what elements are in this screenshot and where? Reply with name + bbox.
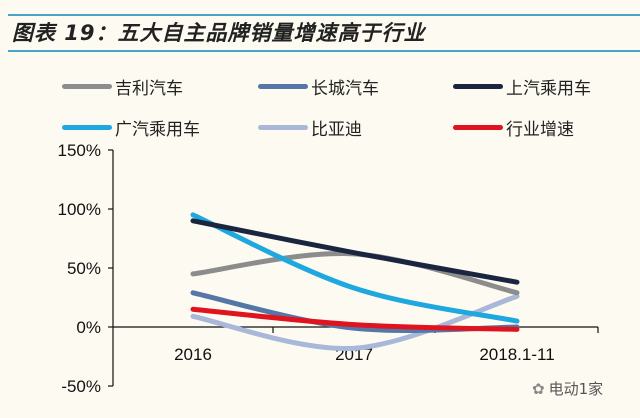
legend-label: 长城汽车 xyxy=(311,79,379,99)
wechat-icon: ✿ xyxy=(532,379,545,398)
legend-item: 长城汽车 xyxy=(258,74,379,99)
x-tick-label: 2016 xyxy=(174,345,212,364)
legend-swatch xyxy=(62,125,112,130)
legend-swatch xyxy=(258,84,308,89)
series-line-5 xyxy=(190,306,520,332)
title-rule-top xyxy=(8,14,640,16)
legend-label: 行业增速 xyxy=(506,120,574,140)
y-tick-label: 150% xyxy=(58,141,101,160)
legend-swatch xyxy=(62,84,112,89)
series-line-3 xyxy=(190,212,520,324)
title-rule-bottom xyxy=(8,50,640,52)
watermark-text: 电动1家 xyxy=(548,380,604,398)
legend-item: 广汽乘用车 xyxy=(62,115,200,140)
legend-swatch xyxy=(453,84,503,89)
y-tick-label: 50% xyxy=(67,259,101,278)
chart-title: 图表 19：五大自主品牌销量增速高于行业 xyxy=(12,21,426,45)
series-line-4 xyxy=(190,293,520,351)
y-tick-label: 0% xyxy=(76,318,101,337)
legend-label: 上汽乘用车 xyxy=(506,79,591,99)
legend-swatch xyxy=(453,125,503,130)
legend-item: 吉利汽车 xyxy=(62,74,183,99)
y-tick-label: -50% xyxy=(61,377,101,396)
legend-label: 比亚迪 xyxy=(311,120,362,140)
legend-label: 吉利汽车 xyxy=(115,79,183,99)
watermark: ✿ 电动1家 xyxy=(532,378,603,399)
y-tick-label: 100% xyxy=(58,200,101,219)
legend-item: 行业增速 xyxy=(453,115,574,140)
legend-item: 比亚迪 xyxy=(258,115,362,140)
x-tick-label: 2018.1-11 xyxy=(479,345,554,364)
series-line-2 xyxy=(190,218,520,285)
legend-label: 广汽乘用车 xyxy=(115,120,200,140)
legend-item: 上汽乘用车 xyxy=(453,74,591,99)
legend-swatch xyxy=(258,125,308,130)
